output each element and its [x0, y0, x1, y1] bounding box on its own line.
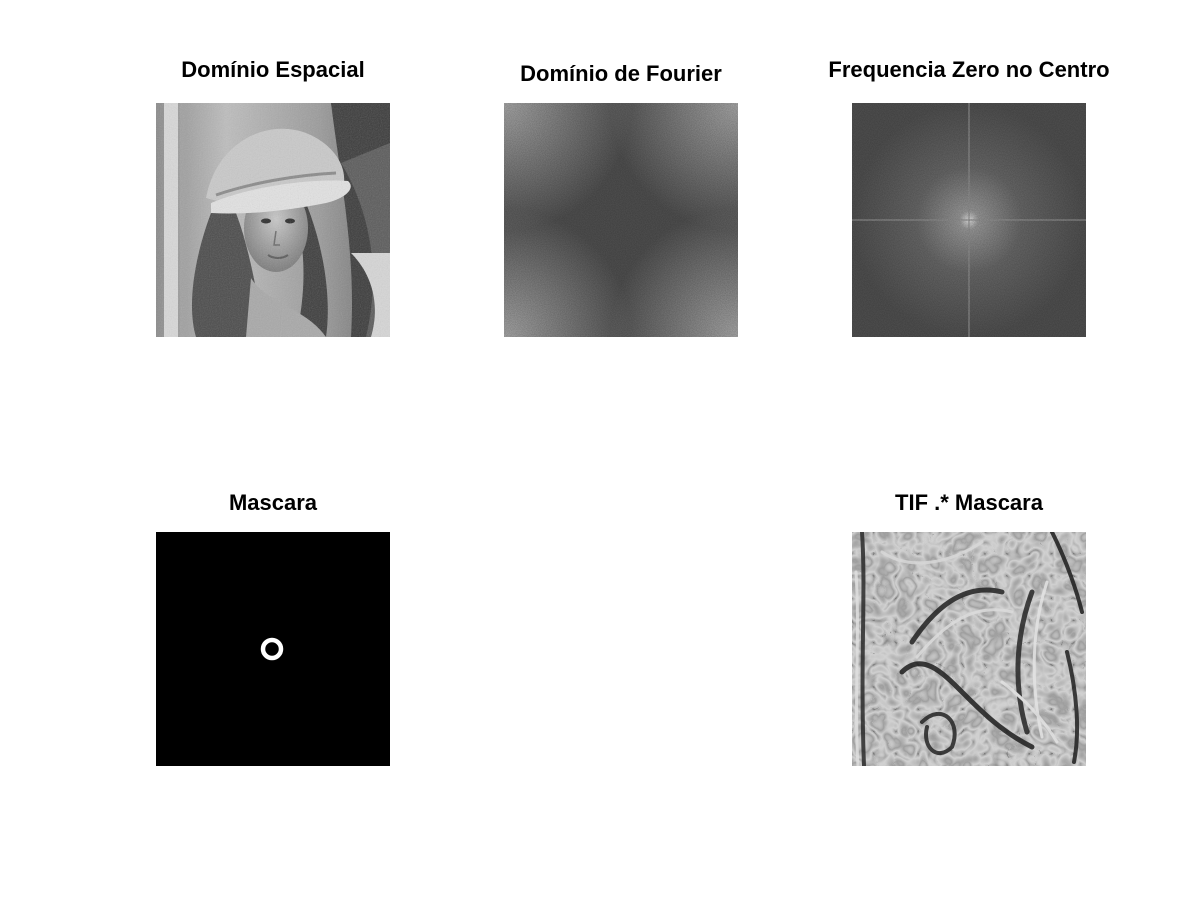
panel-title-shifted: Frequencia Zero no Centro: [828, 57, 1110, 82]
image-filtered-result: [852, 532, 1086, 766]
panel-title-mask: Mascara: [228, 490, 318, 515]
image-mask: [156, 532, 390, 766]
panel-title-filtered: TIF .* Mascara: [895, 490, 1043, 515]
image-shifted-spectrum: [852, 103, 1086, 337]
panel-title-spatial: Domínio Espacial: [181, 57, 365, 82]
panel-title-fourier: Domínio de Fourier: [520, 61, 722, 86]
image-spatial-domain: [156, 103, 390, 337]
image-fourier-domain: [504, 103, 738, 337]
